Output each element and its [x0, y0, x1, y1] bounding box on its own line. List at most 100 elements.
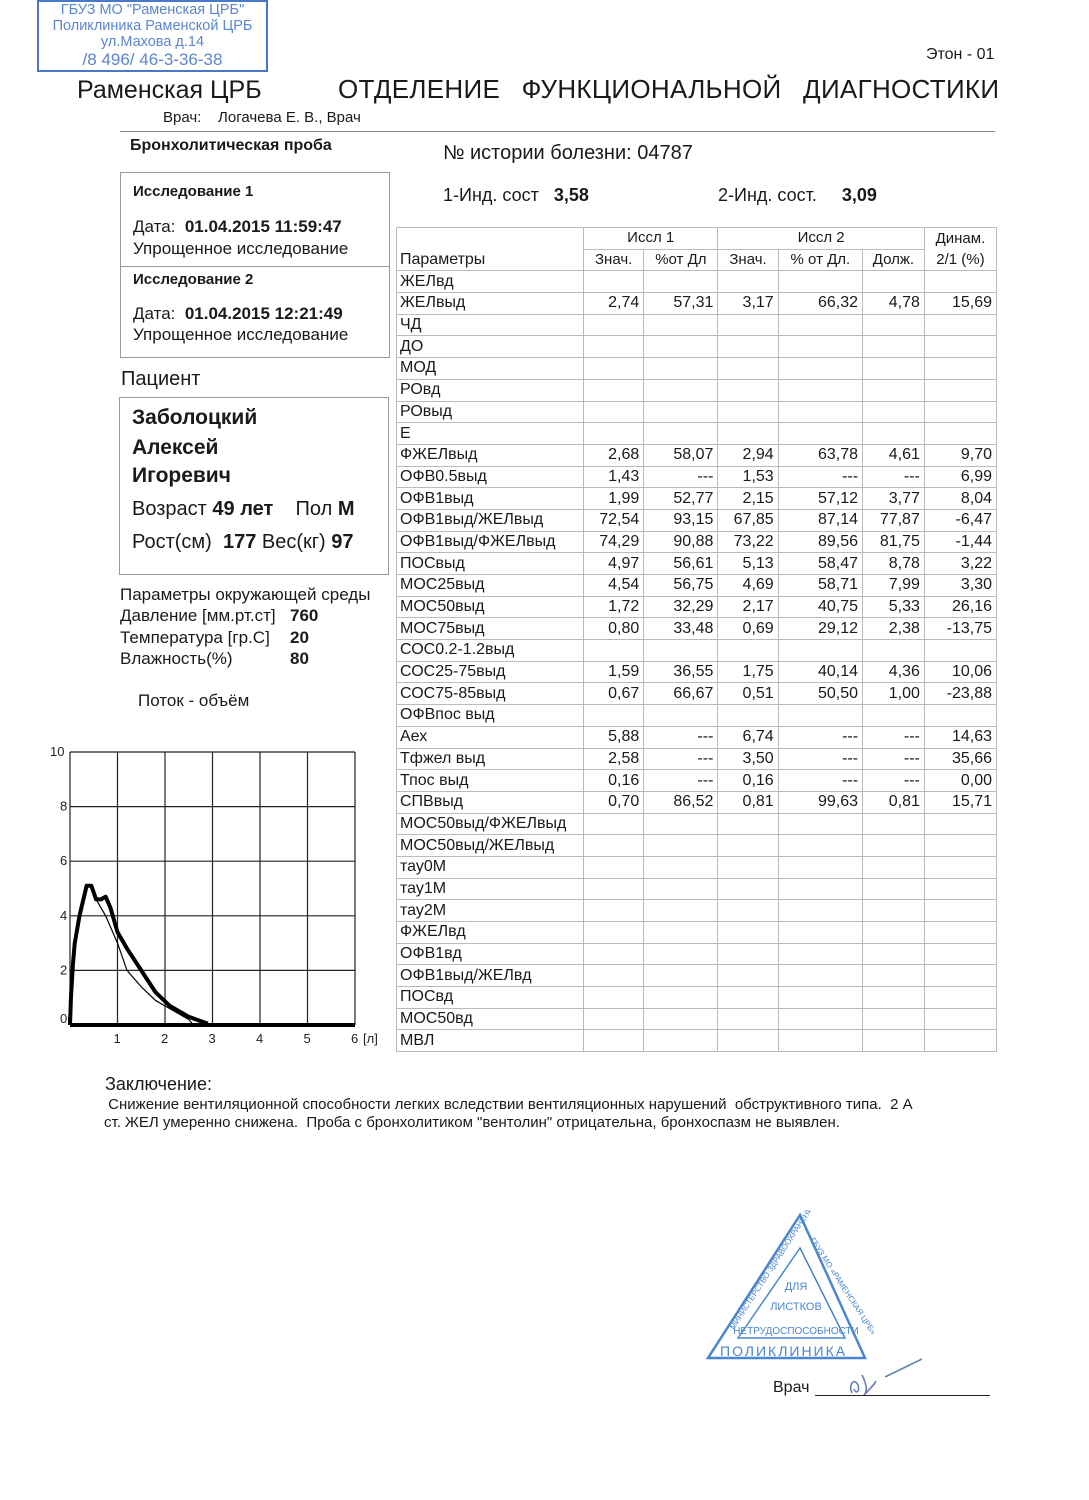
param-value: 9,70 — [923, 443, 998, 467]
param-name: МОС50выд/ЖЕЛвыд — [396, 834, 584, 857]
signature-label: Врач — [773, 1379, 810, 1396]
param-value — [923, 855, 998, 879]
param-value: 2,38 — [862, 617, 925, 641]
parameters-table: Иссл 1 Иссл 2 Динам. Параметры Знач. %от… — [396, 227, 998, 1053]
param-value — [923, 921, 998, 944]
param-value: 52,77 — [643, 487, 719, 510]
param-value — [582, 270, 645, 294]
param-value — [582, 942, 645, 966]
patient-box: Заболоцкий Алексей Игоревич Возраст 49 л… — [119, 397, 389, 575]
x-unit-label: [л] — [363, 1031, 378, 1046]
x-tick-label: 1 — [114, 1031, 121, 1046]
param-value — [862, 335, 925, 359]
param-value — [717, 812, 779, 836]
param-name: МОС50выд/ФЖЕЛвыд — [396, 812, 584, 836]
table-row: МВЛ — [396, 1029, 998, 1053]
param-value — [643, 1029, 719, 1053]
stamp-line: ГБУЗ МО "Раменская ЦРБ" — [60, 2, 245, 18]
param-name: ФЖЕЛвыд — [396, 443, 584, 467]
param-value: 6,74 — [717, 725, 779, 749]
param-name: СОС75-85выд — [396, 682, 584, 706]
study-1-date: Дата: 01.04.2015 11:59:47 — [133, 217, 342, 237]
stamp-text: ПОЛИКЛИНИКА — [720, 1343, 847, 1359]
param-value — [582, 704, 645, 727]
param-value: 4,97 — [582, 552, 645, 575]
x-tick-label: 6 — [351, 1031, 358, 1046]
param-value: 1,75 — [717, 660, 779, 684]
param-value: 32,29 — [643, 595, 719, 619]
table-row: ЖЕЛвыд 2,74 57,31 3,17 66,32 4,78 15,69 — [396, 292, 998, 315]
param-value — [717, 422, 779, 445]
param-value — [923, 270, 998, 294]
param-value: 77,87 — [862, 508, 925, 532]
param-value — [862, 921, 925, 944]
table-row: тау2М — [396, 899, 998, 922]
param-value: 3,30 — [923, 574, 998, 597]
param-name: МОС75выд — [396, 617, 584, 641]
param-value — [582, 986, 645, 1009]
param-value — [643, 812, 719, 836]
device-name: Этон - 01 — [926, 46, 995, 63]
param-value — [862, 1007, 925, 1031]
param-value — [777, 704, 864, 727]
param-value: --- — [643, 465, 719, 489]
param-value — [777, 942, 864, 966]
param-value: --- — [643, 769, 719, 792]
param-value — [777, 964, 864, 988]
param-name: Тпос выд — [396, 769, 584, 792]
table-row: ОФВ1выд/ЖЕЛвыд 72,54 93,15 67,85 87,14 77,87-… — [396, 508, 998, 532]
temperature-label: Температура [гр.С] — [120, 628, 270, 647]
y-tick-label: 0 — [60, 1011, 67, 1026]
param-value: 56,61 — [643, 552, 719, 575]
stamp-line: Поликлиника Раменской ЦРБ — [52, 18, 253, 34]
param-value — [777, 899, 864, 922]
param-value — [643, 964, 719, 988]
table-row: СПВвыд 0,70 86,52 0,81 99,63 0,81 15,71 — [396, 790, 998, 814]
param-value — [582, 639, 645, 662]
param-value: 35,66 — [923, 747, 998, 771]
param-value: 0,51 — [717, 682, 779, 706]
table-subheader-row: Параметры Знач. %от Дл Знач. % от Дл. До… — [396, 248, 998, 272]
param-value: --- — [777, 747, 864, 771]
param-value — [643, 270, 719, 294]
study-1-title: Исследование 1 — [133, 183, 254, 200]
param-value: 5,13 — [717, 552, 779, 575]
index-label: 1-Инд. сост — [443, 185, 539, 205]
header-percent-1: %от Дл — [643, 248, 719, 272]
param-value: 1,43 — [582, 465, 645, 489]
param-value — [923, 877, 998, 901]
param-value — [582, 899, 645, 922]
param-value — [862, 704, 925, 727]
param-value: -23,88 — [923, 682, 998, 706]
flow-volume-curve-2 — [68, 883, 209, 1026]
param-value — [582, 834, 645, 857]
param-value: 2,58 — [582, 747, 645, 771]
param-value — [777, 422, 864, 445]
param-value: 66,32 — [777, 292, 864, 315]
param-value — [862, 313, 925, 337]
table-row: ФЖЕЛвд — [396, 921, 998, 944]
table-row: РОвд — [396, 378, 998, 402]
param-value — [643, 877, 719, 901]
param-value — [862, 270, 925, 294]
study-2-date: Дата: 01.04.2015 12:21:49 — [133, 304, 343, 324]
param-value: 6,99 — [923, 465, 998, 489]
index-value: 3,09 — [841, 185, 877, 205]
param-value: 14,63 — [923, 725, 998, 749]
param-value: 0,70 — [582, 790, 645, 814]
param-value — [777, 400, 864, 424]
param-name: СОС0.2-1.2выд — [396, 639, 584, 662]
param-value — [862, 812, 925, 836]
param-value — [717, 921, 779, 944]
table-row: РОвыд — [396, 400, 998, 424]
param-value — [717, 335, 779, 359]
param-value: 40,75 — [777, 595, 864, 619]
header-params: Параметры — [396, 249, 584, 272]
param-value: 2,68 — [582, 443, 645, 467]
table-row: Аех 5,88 --- 6,74 --- --- 14,63 — [396, 725, 998, 749]
param-value — [717, 855, 779, 879]
param-value — [582, 964, 645, 988]
param-value — [862, 357, 925, 380]
param-value: 5,33 — [862, 595, 925, 619]
param-name: ОФВ1выд/ФЖЕЛвыд — [396, 530, 584, 554]
